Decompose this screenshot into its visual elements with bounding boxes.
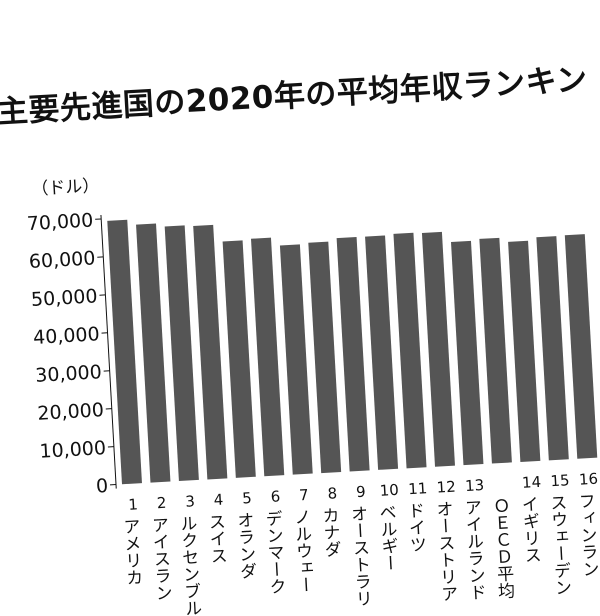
bar [422, 232, 455, 467]
rank-label: 12 [436, 478, 456, 497]
country-label: オーストラリ [347, 505, 373, 608]
y-tick-label: 40,000 [33, 323, 101, 349]
bar [308, 242, 341, 473]
bar [536, 236, 568, 460]
country-label: ドイツ [403, 501, 426, 553]
bar [365, 235, 398, 469]
rank-label: 4 [213, 491, 224, 510]
country-label: オーストリア [432, 500, 458, 603]
bar [251, 238, 284, 477]
rank-label: 3 [185, 492, 196, 511]
bar [508, 241, 540, 462]
rank-label: 13 [465, 476, 485, 495]
country-label: ノルウェー [290, 508, 315, 594]
country-label: スイス [204, 513, 227, 565]
rank-label: 15 [550, 471, 570, 490]
country-label: ルクセンブル [176, 514, 202, 616]
bar [393, 233, 426, 469]
country-label: アメリカ [119, 517, 143, 586]
rank-label: 5 [242, 489, 253, 508]
rank-label: 6 [270, 487, 281, 506]
country-label: ベルギー [375, 503, 399, 572]
country-label: アイスラン [147, 516, 172, 602]
y-tick-label: 20,000 [37, 399, 105, 425]
bar [565, 234, 597, 459]
y-tick-label: 70,000 [26, 209, 94, 235]
y-tick-label: 0 [95, 475, 108, 498]
bar [136, 224, 170, 483]
y-tick-label: 30,000 [35, 361, 103, 387]
y-tick-label: 10,000 [39, 437, 107, 463]
rank-label: 2 [156, 494, 167, 513]
country-label: イギリス [517, 495, 541, 564]
country-label: アイルランド [460, 498, 486, 601]
country-label: オランダ [233, 511, 257, 580]
rank-label: 7 [299, 486, 310, 505]
y-tick-label: 50,000 [30, 285, 98, 311]
rank-label: 11 [408, 479, 428, 498]
rank-label: 10 [379, 481, 399, 500]
bar [193, 225, 227, 480]
rank-label: 16 [578, 470, 598, 489]
country-label: デンマーク [261, 509, 286, 595]
country-label: フィンラン [574, 492, 599, 578]
bar [280, 244, 313, 474]
country-label: カナダ [318, 506, 341, 558]
y-tick-label: 60,000 [28, 247, 96, 273]
bar [223, 240, 256, 477]
bar [479, 238, 512, 464]
rank-label: 14 [522, 473, 542, 492]
rank-label: 9 [356, 483, 367, 502]
country-label: スウェーデン [546, 493, 572, 596]
rank-label: 8 [327, 484, 338, 503]
rank-label: 1 [128, 495, 139, 514]
bar [165, 225, 199, 481]
bar [451, 241, 483, 465]
country-label: ＯＥＣＤ平均 [489, 497, 515, 601]
bar [337, 237, 370, 471]
bar [107, 220, 142, 484]
